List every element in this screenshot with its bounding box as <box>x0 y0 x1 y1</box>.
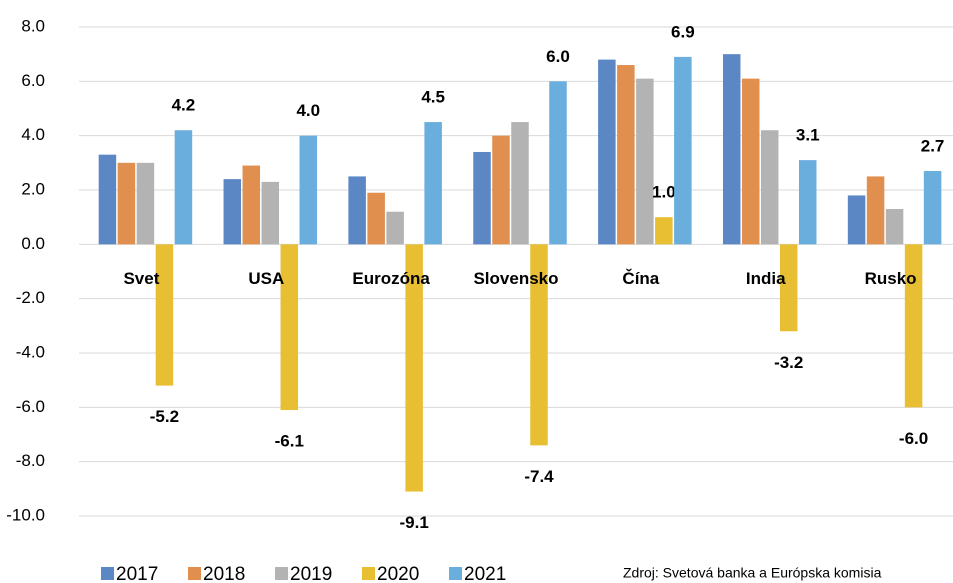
bar <box>492 135 510 245</box>
legend-label: 2021 <box>464 564 506 583</box>
x-tick-label: Rusko <box>865 269 917 288</box>
legend-swatch <box>101 567 114 580</box>
legend-swatch <box>362 567 375 580</box>
bar <box>261 181 280 245</box>
legend-label: 2020 <box>377 564 419 583</box>
data-label: -9.1 <box>399 513 428 532</box>
bar <box>473 151 491 245</box>
data-label: -5.2 <box>150 407 179 426</box>
y-tick-label: 0.0 <box>21 234 45 253</box>
data-label: 4.2 <box>172 96 196 115</box>
x-tick-label: Čína <box>622 269 659 288</box>
bar <box>367 192 385 245</box>
bar <box>798 160 817 245</box>
data-label: 3.1 <box>796 126 820 145</box>
x-tick-label: USA <box>248 269 284 288</box>
bar <box>674 56 692 245</box>
bar <box>722 54 741 245</box>
bar <box>223 179 242 245</box>
bar <box>348 176 366 245</box>
bar <box>530 244 548 446</box>
bar <box>405 244 423 492</box>
bar <box>885 209 904 245</box>
bar <box>549 81 567 245</box>
bar <box>386 211 404 245</box>
data-label: 6.9 <box>671 22 695 41</box>
data-label: -6.1 <box>275 432 304 451</box>
data-label: 1.0 <box>652 183 676 202</box>
y-tick-label: 8.0 <box>21 16 45 35</box>
legend-label: 2017 <box>116 564 158 583</box>
bar <box>299 135 318 245</box>
bar <box>598 59 616 245</box>
bar <box>847 195 866 245</box>
data-label: -3.2 <box>774 353 803 372</box>
bar <box>760 130 779 245</box>
data-label: 2.7 <box>921 136 945 155</box>
y-tick-label: 4.0 <box>21 125 45 144</box>
data-label: 4.0 <box>296 101 320 120</box>
bar <box>174 130 193 245</box>
y-tick-label: -6.0 <box>16 397 45 416</box>
x-tick-label: India <box>746 269 786 288</box>
bar <box>98 154 117 245</box>
bar <box>136 162 155 245</box>
legend-label: 2018 <box>203 564 245 583</box>
legend-swatch <box>275 567 288 580</box>
bar <box>655 217 673 245</box>
legend-label: 2019 <box>290 564 332 583</box>
legend-swatch <box>188 567 201 580</box>
x-tick-label: Eurozóna <box>352 269 430 288</box>
data-label: -6.0 <box>899 429 928 448</box>
bar <box>424 122 442 245</box>
y-tick-label: 6.0 <box>21 71 45 90</box>
bar <box>242 165 261 245</box>
y-tick-label: 2.0 <box>21 179 45 198</box>
y-tick-label: -8.0 <box>16 451 45 470</box>
bar <box>866 176 885 245</box>
bar <box>117 162 136 245</box>
legend-swatch <box>449 567 462 580</box>
data-label: -7.4 <box>524 467 554 486</box>
source-note: Zdroj: Svetová banka a Európska komisia <box>623 565 882 581</box>
data-label: 6.0 <box>546 47 570 66</box>
bar <box>617 65 635 245</box>
y-tick-label: -2.0 <box>16 288 45 307</box>
x-tick-label: Slovensko <box>473 269 558 288</box>
bar <box>779 244 798 332</box>
bar <box>155 244 174 386</box>
bar <box>904 244 923 408</box>
data-label: 4.5 <box>421 88 445 107</box>
bar <box>636 78 654 245</box>
bar <box>280 244 299 411</box>
y-tick-label: -10.0 <box>6 505 45 524</box>
y-tick-label: -4.0 <box>16 342 45 361</box>
x-tick-label: Svet <box>123 269 159 288</box>
bar <box>741 78 760 245</box>
bar <box>511 122 529 245</box>
bar <box>923 170 942 245</box>
